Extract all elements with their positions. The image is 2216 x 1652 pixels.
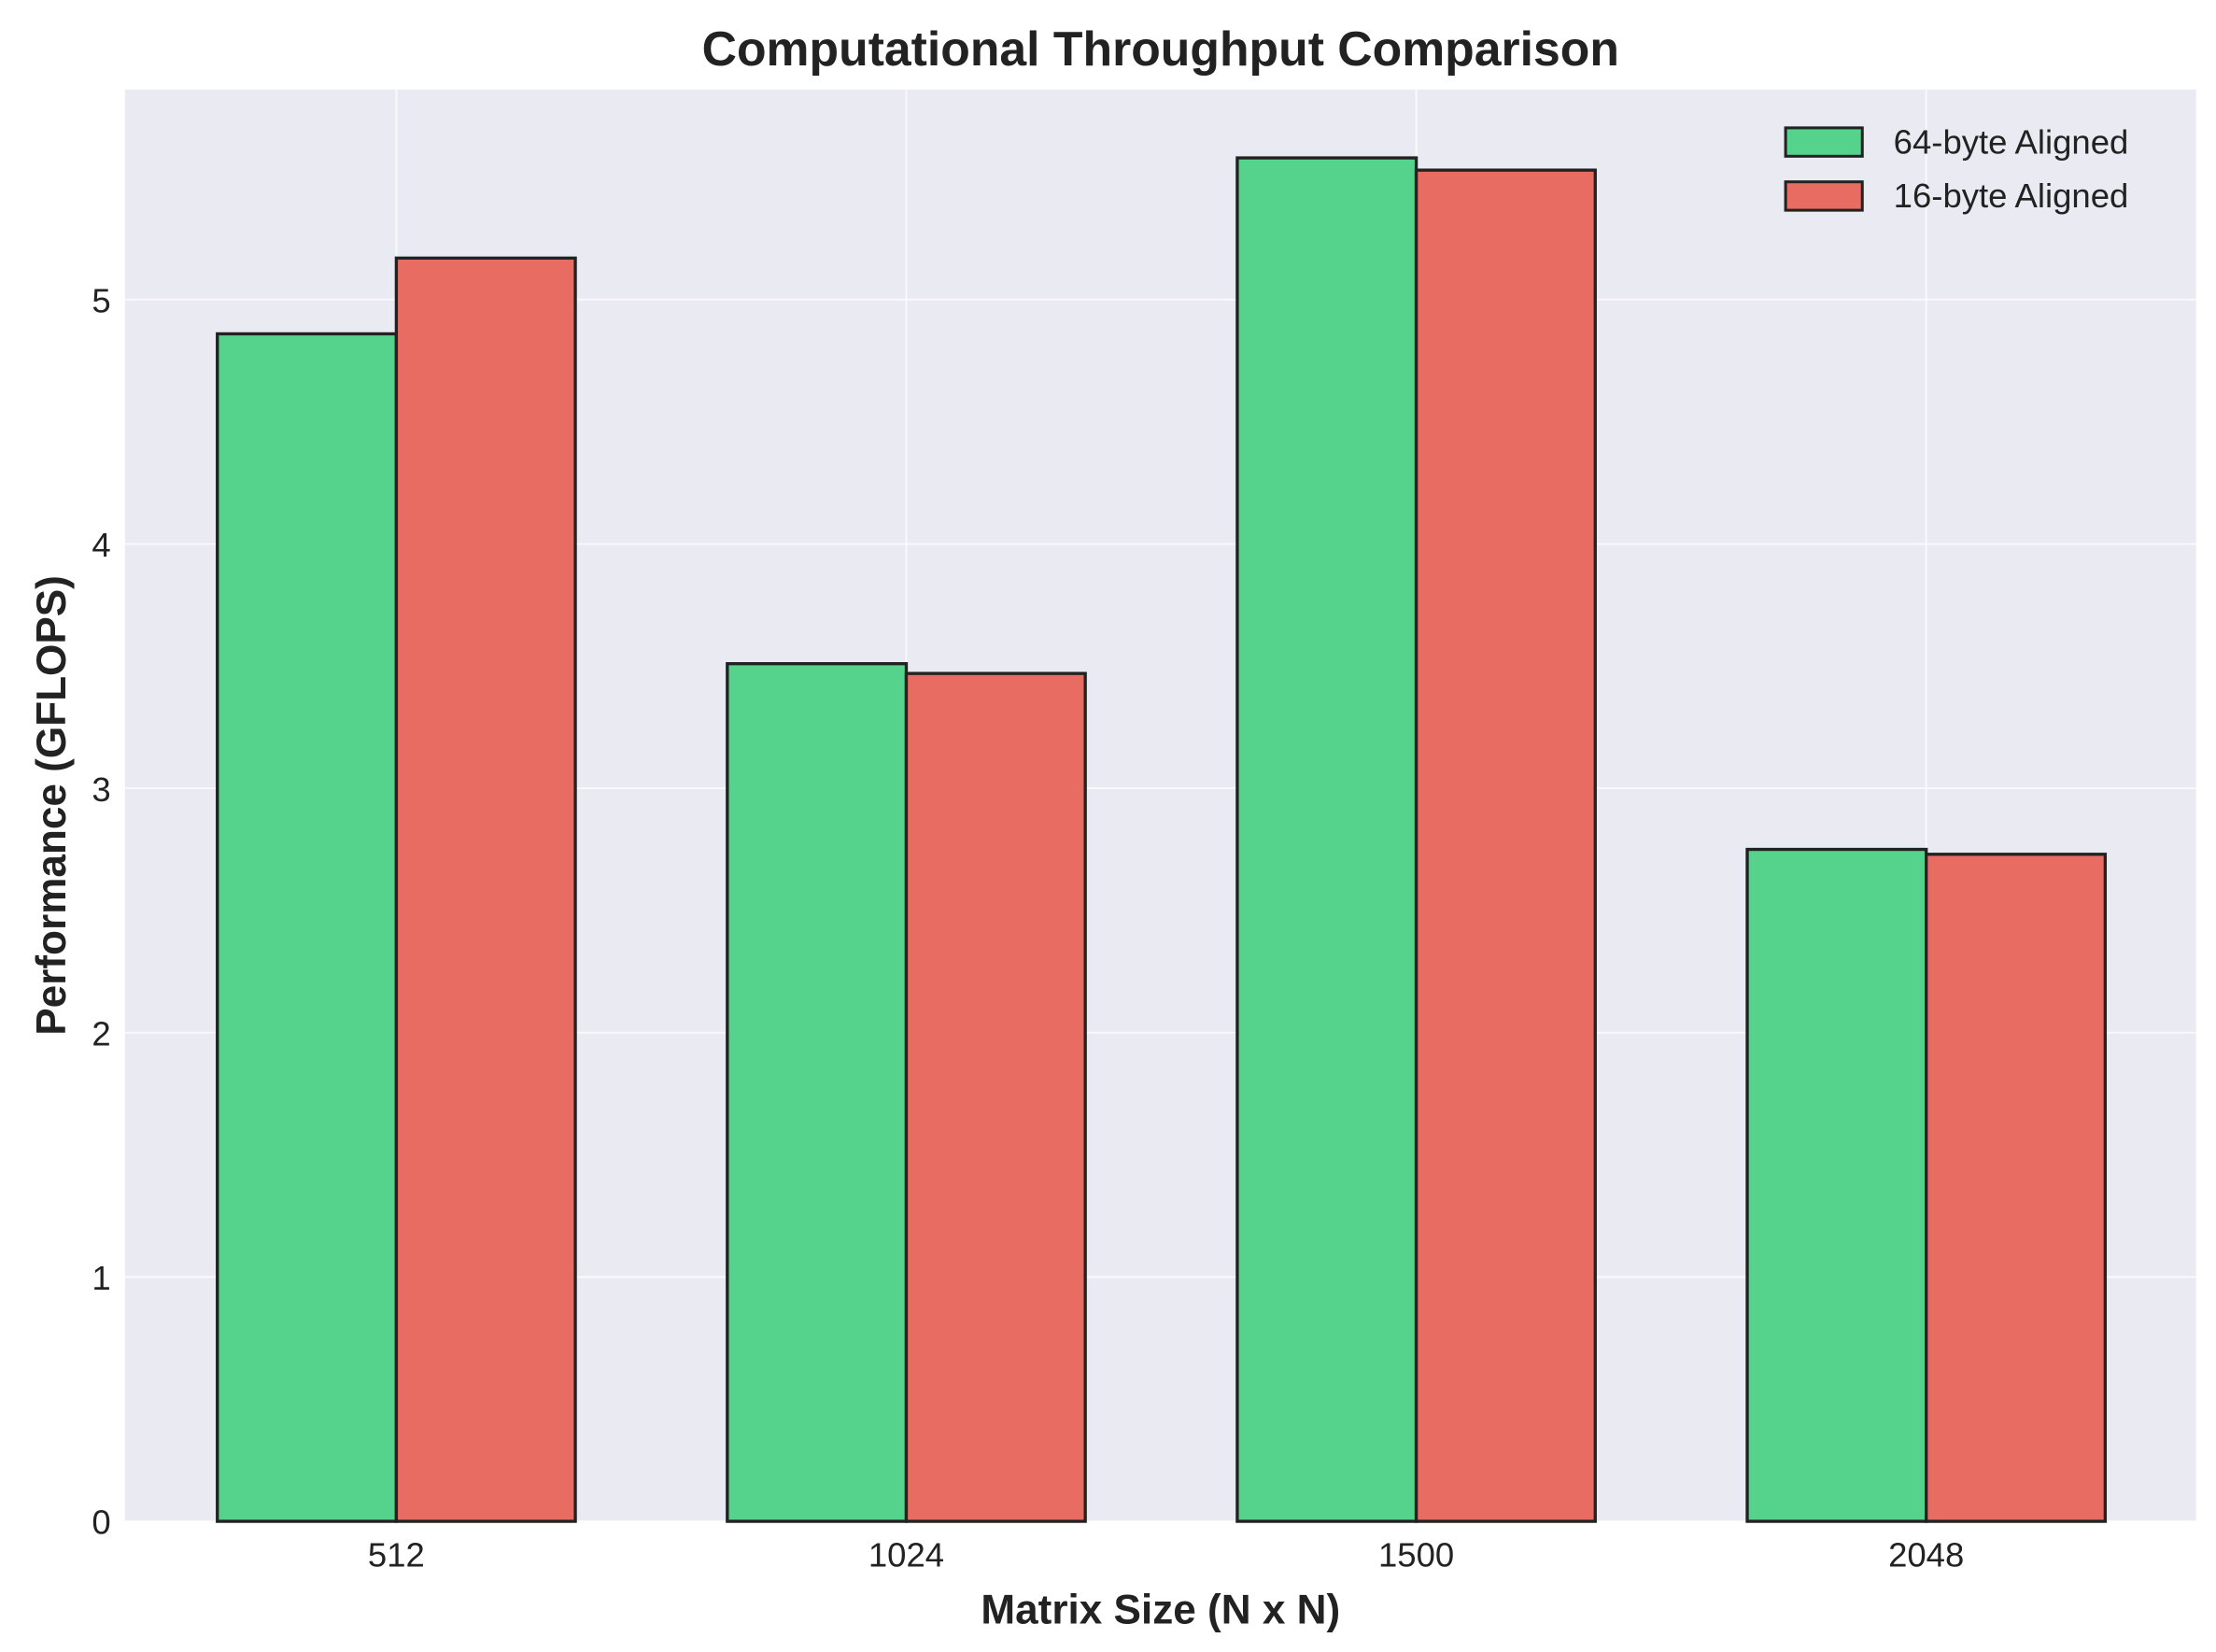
x-tick-label: 1500 [1378, 1536, 1454, 1574]
x-tick-label: 1024 [868, 1536, 944, 1574]
y-tick-label: 4 [92, 526, 110, 564]
x-tick-label: 2048 [1888, 1536, 1964, 1574]
bar-16-byte-aligned [394, 256, 577, 1523]
y-ticks: 0 1 2 3 4 5 [92, 282, 110, 1542]
bar-16-byte-aligned [904, 671, 1087, 1523]
legend-swatch [1784, 180, 1864, 212]
bar-64-byte-aligned [726, 662, 909, 1523]
y-axis-label: Performance (GFLOPS) [29, 575, 75, 1036]
legend-label: 16-byte Aligned [1894, 176, 2129, 215]
x-ticks: 512 1024 1500 2048 [368, 1536, 1964, 1574]
x-tick-label: 512 [368, 1536, 425, 1574]
bar-64-byte-aligned [1235, 156, 1419, 1523]
chart-title: Computational Throughput Comparison [702, 21, 1619, 76]
y-tick-label: 0 [92, 1504, 110, 1542]
y-tick-label: 5 [92, 282, 110, 320]
bar-64-byte-aligned [216, 332, 399, 1523]
x-axis-label: Matrix Size (N x N) [981, 1588, 1340, 1633]
legend: 64-byte Aligned 16-byte Aligned [1784, 122, 2129, 215]
bar-64-byte-aligned [1745, 847, 1928, 1523]
bars [216, 156, 2108, 1523]
legend-swatch [1784, 126, 1864, 158]
y-tick-label: 2 [92, 1014, 110, 1052]
bar-16-byte-aligned [1414, 168, 1597, 1523]
bar-16-byte-aligned [1925, 853, 2108, 1523]
legend-label: 64-byte Aligned [1894, 122, 2129, 161]
y-tick-label: 3 [92, 770, 110, 809]
y-tick-label: 1 [92, 1259, 110, 1297]
